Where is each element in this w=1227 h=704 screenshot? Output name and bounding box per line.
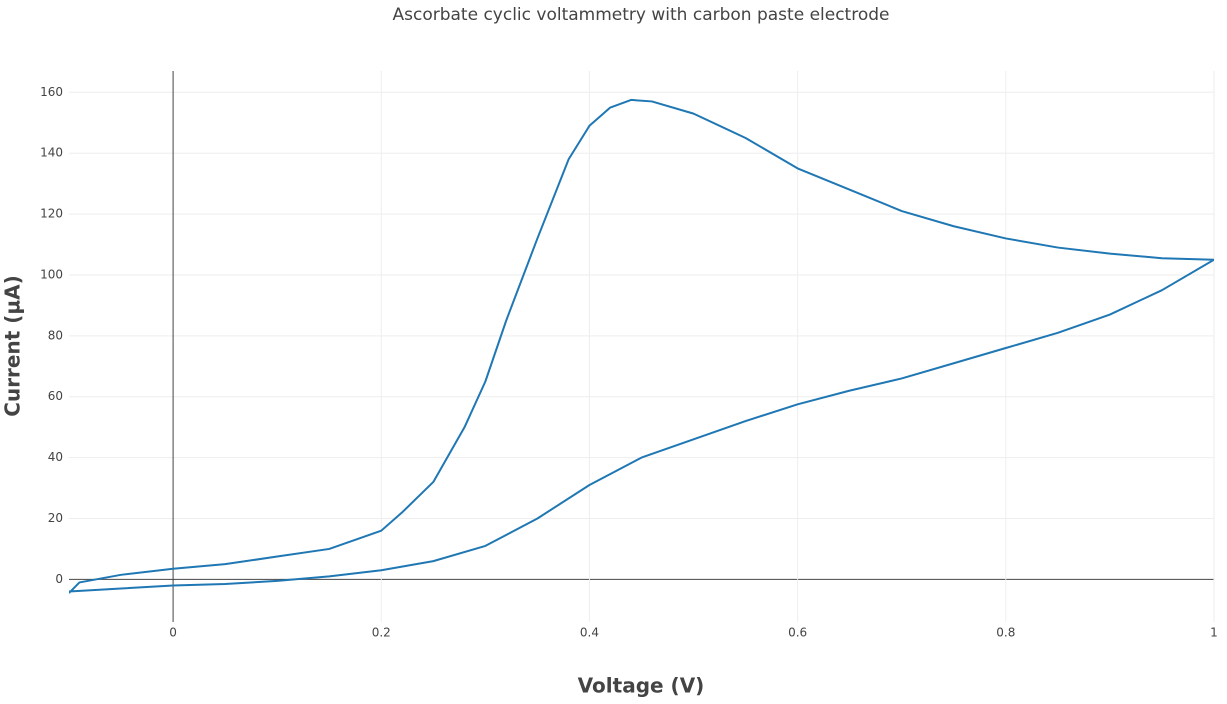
y-tick-label: 100 xyxy=(40,267,63,281)
y-tick-label: 160 xyxy=(40,85,63,99)
y-tick-label: 80 xyxy=(48,328,63,342)
x-tick-label: 0.6 xyxy=(788,626,807,640)
grid xyxy=(69,71,1215,622)
data-line xyxy=(69,98,1214,594)
plot-area xyxy=(69,98,1214,594)
x-tick-label: 0.8 xyxy=(996,626,1015,640)
y-tick-label: 120 xyxy=(40,207,63,221)
chart-title: Ascorbate cyclic voltammetry with carbon… xyxy=(393,5,890,25)
x-tick-label: 0 xyxy=(169,626,177,640)
tick-labels: 0 20 40 60 80 100 120 140 160 0 0.2 0.4 0.6 0.8 1 xyxy=(40,85,1218,640)
x-axis-title: Voltage (V) xyxy=(578,674,705,698)
x-tick-label: 0.2 xyxy=(372,626,391,640)
y-tick-label: 0 xyxy=(55,572,63,586)
y-axis-title: Current (µA) xyxy=(1,275,25,416)
y-tick-label: 40 xyxy=(48,450,63,464)
x-tick-label: 0.4 xyxy=(580,626,599,640)
y-tick-label: 20 xyxy=(48,511,63,525)
y-tick-label: 140 xyxy=(40,146,63,160)
x-tick-label: 1 xyxy=(1210,626,1218,640)
y-tick-label: 60 xyxy=(48,389,63,403)
